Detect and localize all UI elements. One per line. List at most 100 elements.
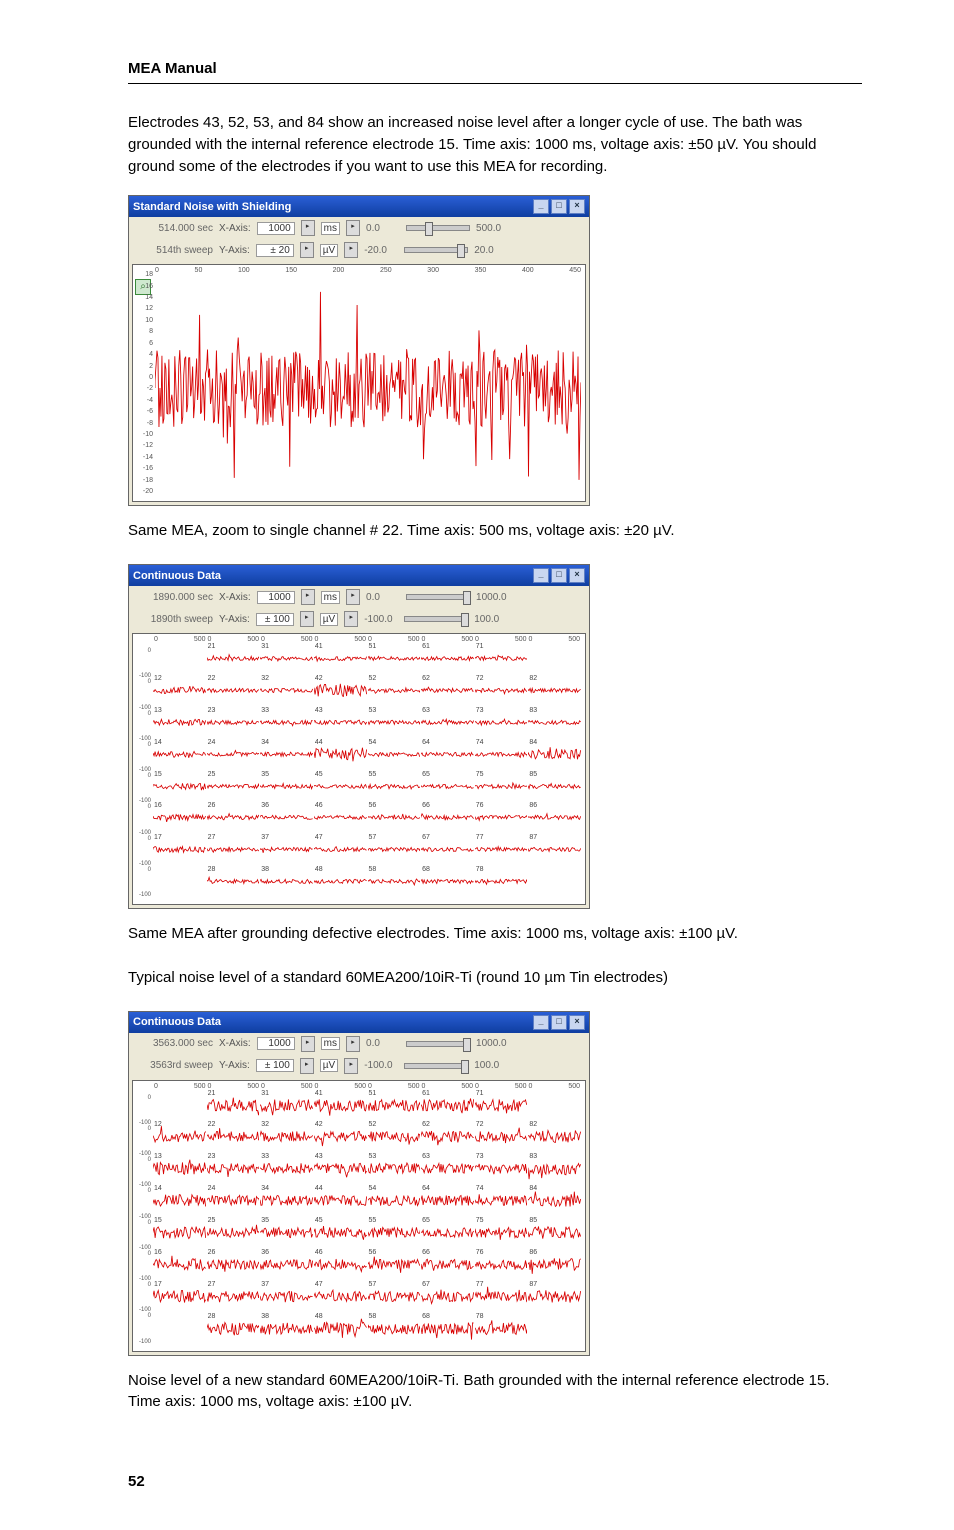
yaxis-unit-field[interactable]: µV xyxy=(320,244,338,257)
xaxis-unit-field[interactable]: ms xyxy=(321,222,340,235)
channel-label: 23 xyxy=(208,707,216,714)
y-slider[interactable] xyxy=(404,247,468,253)
x-unit-step-icon[interactable]: ▸ xyxy=(346,1036,360,1052)
yaxis-value-field[interactable]: ± 20 xyxy=(256,244,294,257)
channel-label: 36 xyxy=(261,802,269,809)
minimize-icon[interactable]: _ xyxy=(533,568,549,583)
x-slider[interactable] xyxy=(406,594,470,600)
channel-cell: 16 xyxy=(153,802,206,833)
y-slider[interactable] xyxy=(404,1063,468,1069)
channel-label: 38 xyxy=(261,1313,269,1320)
maximize-icon[interactable]: □ xyxy=(551,1015,567,1030)
channel-label: 66 xyxy=(422,1249,430,1256)
xaxis-value-field[interactable]: 1000 xyxy=(257,222,295,235)
y-unit-step-icon[interactable]: ▸ xyxy=(344,611,358,627)
xaxis-value-field[interactable]: 1000 xyxy=(257,1037,295,1050)
channel-cell: 54 xyxy=(368,739,421,770)
xaxis-label: X-Axis: xyxy=(219,1038,251,1049)
channel-cell: 66 xyxy=(421,802,474,833)
y-step-icon[interactable]: ▸ xyxy=(300,242,314,258)
x-slider[interactable] xyxy=(406,225,470,231)
sweep: 514th sweep xyxy=(135,245,213,256)
minimize-icon[interactable]: _ xyxy=(533,1015,549,1030)
channel-cell: 57 xyxy=(368,1281,421,1312)
close-icon[interactable]: × xyxy=(569,199,585,214)
channel-cell: 21 xyxy=(207,643,260,674)
channel-cell: 58 xyxy=(368,1313,421,1344)
channel-cell: 71 xyxy=(475,643,528,674)
channel-label: 16 xyxy=(154,802,162,809)
channel-cell: 78 xyxy=(475,866,528,897)
channel-cell: 24 xyxy=(207,1185,260,1216)
channel-cell: 53 xyxy=(368,707,421,738)
yaxis-value-field[interactable]: ± 100 xyxy=(256,1059,294,1072)
y-unit-step-icon[interactable]: ▸ xyxy=(344,1058,358,1074)
y-unit-step-icon[interactable]: ▸ xyxy=(344,242,358,258)
channel-label: 54 xyxy=(369,1185,377,1192)
channel-label: 51 xyxy=(369,1090,377,1097)
maximize-icon[interactable]: □ xyxy=(551,199,567,214)
channel-cell: 73 xyxy=(475,1153,528,1184)
channel-cell: 65 xyxy=(421,771,474,802)
time-sec: 1890.000 sec xyxy=(135,592,213,603)
x-slider-max: 1000.0 xyxy=(476,592,510,603)
minimize-icon[interactable]: _ xyxy=(533,199,549,214)
close-icon[interactable]: × xyxy=(569,1015,585,1030)
channel-cell: 62 xyxy=(421,675,474,706)
window-titlebar: Standard Noise with Shielding _ □ × xyxy=(129,196,589,217)
channel-label: 13 xyxy=(154,707,162,714)
channel-cell: 71 xyxy=(475,1090,528,1121)
channel-cell: 17 xyxy=(153,1281,206,1312)
channel-label: 51 xyxy=(369,643,377,650)
channel-label: 61 xyxy=(422,643,430,650)
channel-cell: 63 xyxy=(421,707,474,738)
channel-cell: 54 xyxy=(368,1185,421,1216)
channel-cell: 14 xyxy=(153,739,206,770)
x-unit-step-icon[interactable]: ▸ xyxy=(346,589,360,605)
channel-label: 71 xyxy=(476,1090,484,1097)
yaxis-value-field[interactable]: ± 100 xyxy=(256,613,294,626)
channel-label: 46 xyxy=(315,1249,323,1256)
channel-label: 78 xyxy=(476,1313,484,1320)
xaxis-unit-field[interactable]: ms xyxy=(321,1037,340,1050)
x-slider[interactable] xyxy=(406,1041,470,1047)
xaxis-unit-field[interactable]: ms xyxy=(321,591,340,604)
toolbar-row-2: 1890th sweep Y-Axis: ± 100 ▸ µV ▸ -100.0… xyxy=(129,608,589,630)
channel-cell: 74 xyxy=(475,1185,528,1216)
channel-cell xyxy=(528,1090,581,1121)
channel-cell: 47 xyxy=(314,1281,367,1312)
channel-label: 73 xyxy=(476,1153,484,1160)
xaxis-value-field[interactable]: 1000 xyxy=(257,591,295,604)
x-step-icon[interactable]: ▸ xyxy=(301,1036,315,1052)
channel-cell: 12 xyxy=(153,1121,206,1152)
channel-cell: 44 xyxy=(314,739,367,770)
close-icon[interactable]: × xyxy=(569,568,585,583)
channel-label: 61 xyxy=(422,1090,430,1097)
channel-label: 37 xyxy=(261,834,269,841)
channel-label: 54 xyxy=(369,739,377,746)
page-number: 52 xyxy=(128,1473,862,1490)
y-step-icon[interactable]: ▸ xyxy=(300,611,314,627)
channel-cell: 72 xyxy=(475,1121,528,1152)
channel-cell: 53 xyxy=(368,1153,421,1184)
channel-cell: 32 xyxy=(260,1121,313,1152)
channel-label: 52 xyxy=(369,675,377,682)
yaxis-unit-field[interactable]: µV xyxy=(320,1059,338,1072)
channel-label: 64 xyxy=(422,1185,430,1192)
channel-cell: 41 xyxy=(314,643,367,674)
channel-label: 77 xyxy=(476,834,484,841)
channel-cell: 37 xyxy=(260,834,313,865)
x-step-icon[interactable]: ▸ xyxy=(301,220,315,236)
y-slider[interactable] xyxy=(404,616,468,622)
yaxis-unit-field[interactable]: µV xyxy=(320,613,338,626)
channel-label: 37 xyxy=(261,1281,269,1288)
maximize-icon[interactable]: □ xyxy=(551,568,567,583)
y-step-icon[interactable]: ▸ xyxy=(300,1058,314,1074)
channel-label: 84 xyxy=(529,1185,537,1192)
channel-cell xyxy=(153,1313,206,1344)
channel-label: 73 xyxy=(476,707,484,714)
x-unit-step-icon[interactable]: ▸ xyxy=(346,220,360,236)
channel-cell: 75 xyxy=(475,771,528,802)
x-step-icon[interactable]: ▸ xyxy=(301,589,315,605)
channel-label: 72 xyxy=(476,675,484,682)
